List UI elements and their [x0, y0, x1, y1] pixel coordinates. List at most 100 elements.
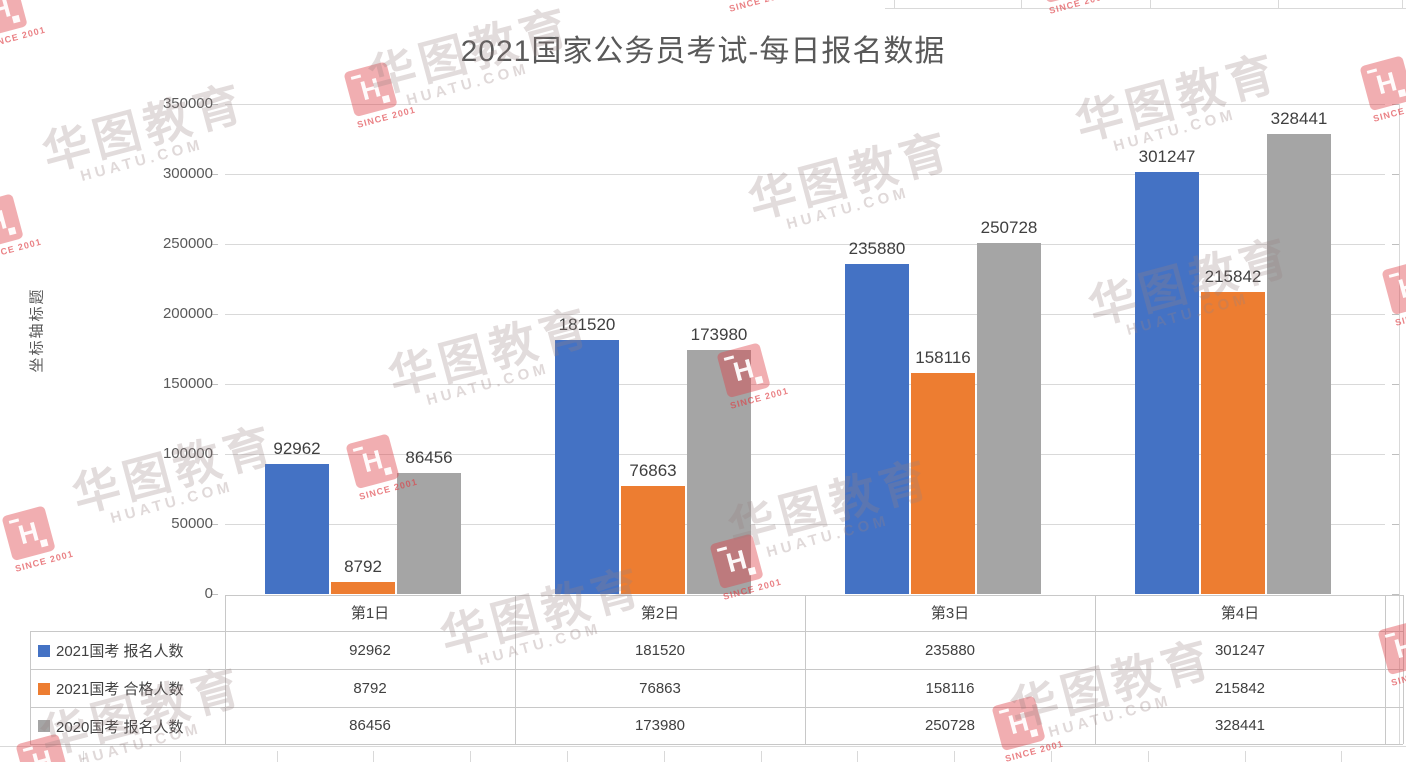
- huatu-logo-icon: H: [0, 193, 24, 250]
- y-axis-tick: [211, 524, 218, 525]
- table-h-border: [225, 595, 1403, 596]
- sheet-gridline: [277, 751, 278, 762]
- y-tick-label: 300000: [162, 165, 213, 182]
- value-cell: 86456: [349, 717, 391, 734]
- sheet-gridline: [761, 751, 762, 762]
- bar-series3-day2: [687, 350, 751, 594]
- bar-value-label: 235880: [848, 239, 906, 258]
- gridline: [225, 314, 1385, 315]
- bar-value-label: 181520: [558, 315, 616, 334]
- category-header-cell: 第4日: [1220, 605, 1260, 622]
- category-header-cell: 第2日: [640, 605, 680, 622]
- gridline: [225, 454, 1385, 455]
- bar-series3-day4: [1267, 134, 1331, 594]
- sheet-gridline: [567, 751, 568, 762]
- bar-series2-day2: [621, 486, 685, 594]
- legend-cell: 2021国考 报名人数: [38, 632, 222, 669]
- bar-series1-day1: [265, 464, 329, 594]
- y-tick-label: 250000: [162, 235, 213, 252]
- watermark-since-text: SINCE 2001: [1372, 99, 1406, 124]
- sheet-gridline: [470, 751, 471, 762]
- bar-value-label: 173980: [690, 325, 748, 344]
- right-axis-tick: [1392, 524, 1399, 525]
- legend-cell: 2021国考 合格人数: [38, 670, 222, 707]
- y-axis-tick: [211, 104, 218, 105]
- category-header-cell: 第1日: [350, 605, 390, 622]
- table-h-border: [30, 669, 1403, 670]
- legend-label: 2020国考 报名人数: [56, 718, 184, 736]
- value-cell: 250728: [924, 717, 976, 734]
- y-axis-tick: [211, 244, 218, 245]
- watermark-since-text: SINCE 2001: [1394, 303, 1406, 328]
- bar-value-label: 250728: [980, 218, 1038, 237]
- bar-value-label: 215842: [1204, 267, 1262, 286]
- value-cell: 158116: [925, 680, 975, 697]
- sheet-gridline: [1341, 751, 1342, 762]
- right-axis-line: [1399, 104, 1400, 745]
- bar-series2-day3: [911, 373, 975, 594]
- sheet-gridline: [664, 751, 665, 762]
- bar-series3-day1: [397, 473, 461, 594]
- value-cell: 215842: [1214, 680, 1266, 697]
- chart-title: 2021国家公务员考试-每日报名数据: [460, 35, 946, 68]
- table-h-border: [30, 744, 1403, 745]
- bar-series2-day1: [331, 582, 395, 594]
- y-axis-tick: [211, 384, 218, 385]
- y-axis-tick: [211, 174, 218, 175]
- sheet-gridline: [954, 751, 955, 762]
- huatu-logo-icon: H: [1035, 0, 1090, 4]
- sheet-gridline: [885, 8, 1406, 9]
- gridline: [225, 384, 1385, 385]
- sheet-gridline: [894, 0, 895, 8]
- watermark-since-text: SINCE 2001: [356, 104, 417, 130]
- value-cell: 235880: [924, 642, 976, 659]
- table-v-border: [1385, 595, 1386, 744]
- bar-series3-day3: [977, 243, 1041, 594]
- watermark-brand: 华图教育 HUATU.COM: [742, 123, 961, 240]
- right-axis-tick: [1392, 314, 1399, 315]
- y-axis-title: 坐标轴标题: [28, 287, 46, 373]
- legend-label: 2021国考 合格人数: [56, 681, 184, 698]
- y-tick-label: 50000: [171, 515, 213, 532]
- sheet-gridline: [857, 751, 858, 762]
- value-cell: 301247: [1214, 642, 1266, 659]
- value-cell: 76863: [639, 680, 681, 697]
- category-header-cell: 第3日: [930, 605, 970, 622]
- right-axis-tick: [1392, 174, 1399, 175]
- y-axis-tick: [211, 454, 218, 455]
- table-h-border: [30, 631, 1403, 632]
- watermark-brand-text: 华图教育: [66, 417, 282, 523]
- value-cell: 8792: [353, 680, 387, 697]
- bar-series2-day4: [1201, 292, 1265, 594]
- watermark-brand-text: 华图教育: [742, 123, 958, 229]
- bar-value-label: 301247: [1138, 147, 1196, 166]
- value-cell: 181520: [634, 642, 686, 659]
- value-cell: 328441: [1214, 717, 1266, 734]
- legend-cell: 2020国考 报名人数: [38, 708, 222, 744]
- right-axis-tick: [1392, 594, 1399, 595]
- y-tick-label: 350000: [162, 95, 213, 112]
- sheet-gridline: [0, 746, 1406, 747]
- bar-value-label: 158116: [915, 348, 971, 367]
- y-tick-label: 200000: [162, 305, 213, 322]
- sheet-gridline: [1278, 0, 1279, 8]
- y-tick-label: 0: [204, 585, 213, 602]
- value-cell: 173980: [634, 717, 686, 734]
- bar-value-label: 8792: [344, 557, 382, 576]
- sheet-gridline: [1150, 0, 1151, 8]
- sheet-gridline: [180, 751, 181, 762]
- sheet-gridline: [1148, 751, 1149, 762]
- bar-series1-day4: [1135, 172, 1199, 594]
- bar-value-label: 92962: [273, 439, 321, 458]
- value-cell: 92962: [349, 642, 391, 659]
- gridline: [225, 104, 1385, 105]
- bar-value-label: 328441: [1270, 109, 1328, 128]
- bar-series1-day3: [845, 264, 909, 594]
- sheet-gridline: [1245, 751, 1246, 762]
- y-axis-tick: [211, 314, 218, 315]
- right-axis-tick: [1392, 454, 1399, 455]
- huatu-logo-icon: H: [715, 0, 770, 2]
